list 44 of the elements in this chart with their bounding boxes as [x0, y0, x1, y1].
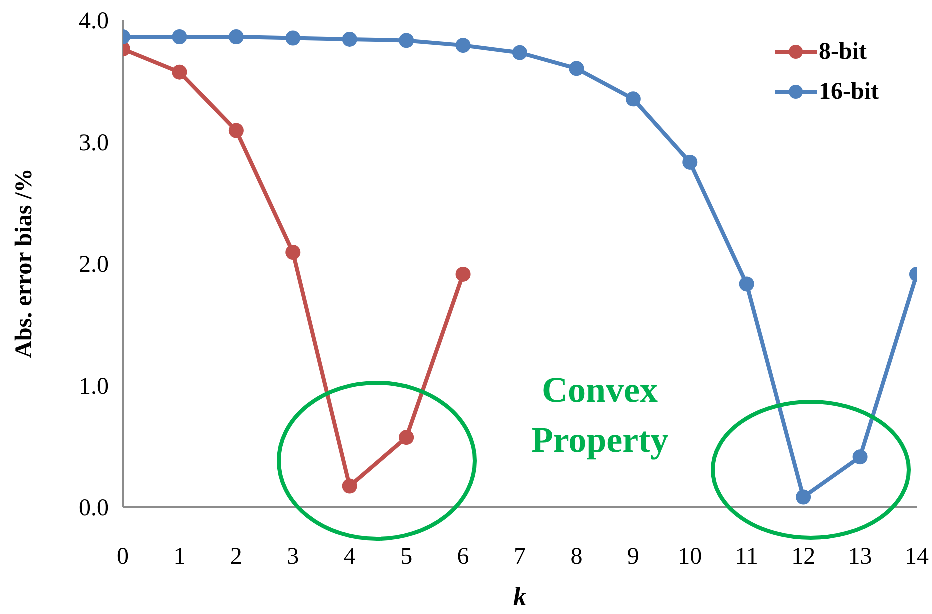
point	[626, 92, 641, 107]
y-tick-label: 4.0	[79, 8, 109, 35]
x-tick-label: 1	[174, 544, 186, 570]
point	[569, 61, 584, 76]
point	[228, 30, 244, 45]
point	[286, 30, 301, 46]
x-tick-label: 13	[848, 544, 872, 570]
y-tick-label: 1.0	[79, 374, 109, 400]
point	[512, 45, 528, 60]
x-tick-label: 5	[400, 544, 413, 570]
point	[399, 33, 414, 48]
point	[172, 64, 188, 80]
legend-label: 16-bit	[819, 78, 879, 107]
point	[286, 245, 301, 260]
point	[682, 154, 698, 170]
point	[399, 430, 414, 446]
point	[342, 478, 358, 494]
x-tick-label: 0	[117, 544, 129, 570]
x-tick-label: 11	[735, 544, 758, 570]
point	[172, 30, 188, 45]
point	[852, 450, 868, 465]
x-tick-label: 12	[792, 544, 816, 570]
x-tick-label: 3	[287, 544, 300, 570]
point	[796, 490, 812, 505]
point	[739, 276, 754, 292]
legend-label: 8-bit	[819, 38, 867, 67]
x-axis-title: k	[514, 582, 526, 611]
point	[228, 123, 244, 138]
x-tick-label: 14	[905, 544, 929, 570]
x-tick-label: 10	[678, 544, 702, 570]
x-tick-label: 4	[344, 544, 356, 570]
y-axis-title: Abs. error bias /%	[12, 168, 38, 358]
point	[456, 266, 471, 282]
x-tick-label: 6	[457, 544, 470, 570]
point	[456, 38, 471, 54]
x-tick-label: 8	[570, 544, 583, 570]
point	[342, 32, 358, 47]
y-tick-label: 2.0	[79, 252, 109, 278]
x-tick-label: 2	[230, 544, 242, 570]
x-tick-label: 7	[514, 544, 526, 570]
y-tick-label: 0.0	[79, 496, 109, 522]
annotation: Convex Property	[530, 369, 670, 462]
x-tick-label: 9	[627, 544, 640, 570]
y-tick-label: 3.0	[79, 130, 109, 156]
